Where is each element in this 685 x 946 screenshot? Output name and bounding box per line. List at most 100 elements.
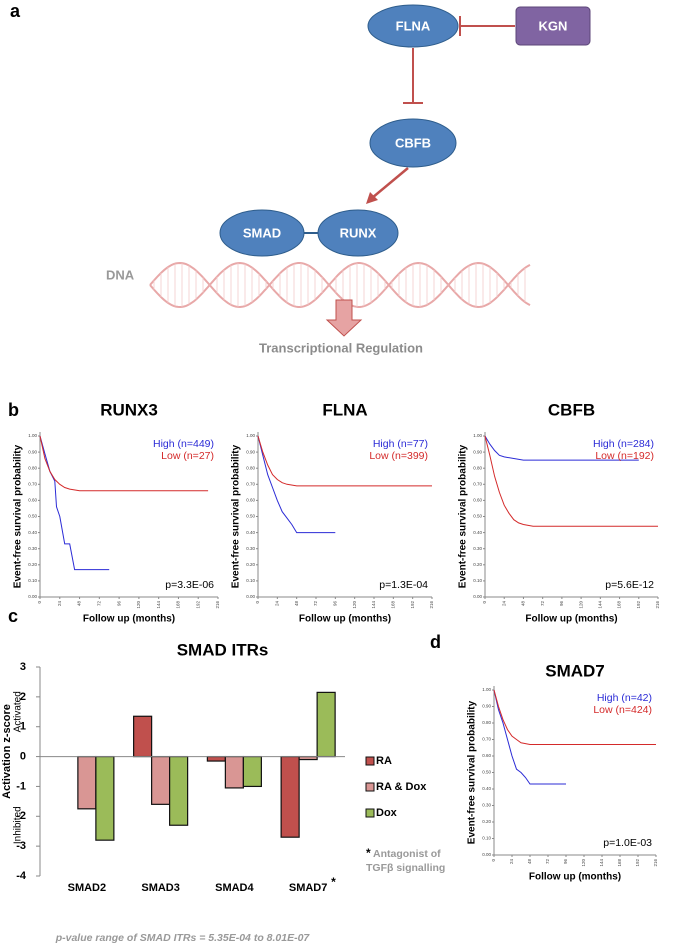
y-tick-label: 0.40: [482, 786, 491, 791]
note-marker: *: [366, 846, 371, 860]
panel-label: c: [8, 606, 18, 626]
x-tick-label: 144: [156, 601, 161, 609]
x-tick-label: 216: [653, 859, 658, 867]
panel-label: d: [430, 632, 441, 652]
x-tick-label: 216: [429, 601, 434, 609]
y-tick-label: -3: [16, 840, 26, 852]
y-tick-label: 0.60: [473, 498, 482, 503]
y-tick-label: 0.10: [482, 836, 491, 841]
survival-curve: [484, 435, 639, 461]
y-axis-label: Event-free survival probability: [231, 444, 242, 588]
bar: [224, 755, 244, 789]
bar: [206, 755, 226, 762]
y-tick-label: 0.60: [28, 498, 37, 503]
panel-label: a: [10, 1, 21, 21]
charts: RUNX3 0.00 0.10 0.20 0.30 0.40 0.50 0.60 0.70 0.8…: [1, 400, 660, 943]
y-tick-label: 0.70: [473, 481, 482, 486]
y-tick-label: 1: [20, 721, 26, 733]
chart-title: CBFB: [548, 400, 595, 419]
dna-label: DNA: [106, 267, 135, 282]
x-axis-label: Follow up (months): [525, 614, 617, 625]
node-label: RUNX: [340, 225, 377, 240]
legend-label: Dox: [376, 807, 398, 819]
arrow-head: [366, 192, 378, 204]
y-tick-label: 0.90: [246, 449, 255, 454]
x-tick-label: 120: [136, 601, 141, 609]
note: Antagonist of TGFβ signalling: [366, 848, 445, 874]
y-tick-label: 0.90: [28, 449, 37, 454]
chart-title: RUNX3: [100, 400, 158, 419]
y-tick-label: 0.00: [482, 852, 491, 857]
panel-label: b: [8, 400, 19, 420]
bar: [77, 755, 97, 810]
x-tick-label: 120: [581, 859, 586, 867]
y-tick-label: 0.10: [473, 578, 482, 583]
x-tick-label: 120: [578, 601, 583, 609]
y-tick-label: 2: [20, 691, 26, 703]
x-tick-label: 96: [563, 859, 568, 865]
y-tick-label: 0.40: [473, 530, 482, 535]
x-tick-label: 72: [545, 859, 550, 865]
bar: [95, 755, 115, 841]
legend-label: Low (n=192): [595, 450, 654, 462]
y-tick-label: 0.50: [482, 770, 491, 775]
y-tick-label: 0.30: [246, 546, 255, 551]
y-tick-label: 0.20: [246, 562, 255, 567]
y-tick-label: 0.50: [28, 514, 37, 519]
y-tick-label: 0.10: [28, 578, 37, 583]
legend-label: High (n=284): [593, 438, 654, 450]
x-tick-label: 96: [116, 601, 121, 607]
x-tick-label: SMAD4: [215, 882, 254, 894]
y-tick-label: 0.20: [473, 562, 482, 567]
legend-label: High (n=77): [373, 438, 428, 450]
p-value: p=3.3E-06: [165, 579, 214, 591]
y-axis-label: Activation z-score: [1, 704, 13, 799]
chart-title: FLNA: [322, 400, 367, 419]
bar: [133, 715, 153, 758]
x-axis-label: Follow up (months): [299, 614, 391, 625]
y-annotation: Activated: [13, 691, 24, 732]
legend-label: Low (n=399): [369, 450, 428, 462]
x-tick-label: 24: [501, 601, 506, 607]
x-tick-label: 120: [352, 601, 357, 609]
node-label: SMAD: [243, 225, 281, 240]
y-tick-label: 1.00: [473, 433, 482, 438]
legend-swatch: [365, 782, 375, 792]
x-tick-label: 0: [491, 859, 496, 862]
y-tick-label: 0.70: [246, 481, 255, 486]
bar: [316, 691, 336, 758]
x-tick-label: 72: [313, 601, 318, 607]
y-tick-label: 0.00: [28, 594, 37, 599]
x-tick-label: 192: [410, 601, 415, 609]
y-tick-label: 0.80: [28, 465, 37, 470]
x-tick-label: 168: [391, 601, 396, 609]
y-tick-label: 0.80: [473, 465, 482, 470]
x-tick-label: 72: [97, 601, 102, 607]
node: [317, 209, 399, 257]
caption: p-value range of SMAD ITRs = 5.35E-04 to…: [55, 932, 311, 944]
y-tick-label: 0.40: [28, 530, 37, 535]
y-axis-label: Event-free survival probability: [13, 444, 24, 588]
x-tick-label: 0: [255, 601, 260, 604]
x-tick-label: 24: [275, 601, 280, 607]
y-tick-label: 0.40: [246, 530, 255, 535]
x-tick-label: 192: [636, 601, 641, 609]
legend-label: RA & Dox: [376, 781, 427, 793]
y-axis-label: Event-free survival probability: [467, 700, 478, 844]
legend-swatch: [365, 756, 375, 766]
survival-curve: [484, 435, 658, 527]
y-tick-label: 0.50: [473, 514, 482, 519]
dna-strand: [149, 261, 531, 309]
x-tick-label: 192: [195, 601, 200, 609]
x-tick-label: 72: [540, 601, 545, 607]
y-tick-label: 0.00: [473, 594, 482, 599]
node: [515, 6, 591, 46]
x-tick-label: 144: [598, 601, 603, 609]
node-label: CBFB: [395, 135, 431, 150]
y-tick-label: 0.00: [246, 594, 255, 599]
x-tick-label: 48: [521, 601, 526, 607]
dna-strand: [149, 261, 531, 309]
survival-curve: [39, 435, 110, 571]
y-tick-label: 0.60: [246, 498, 255, 503]
